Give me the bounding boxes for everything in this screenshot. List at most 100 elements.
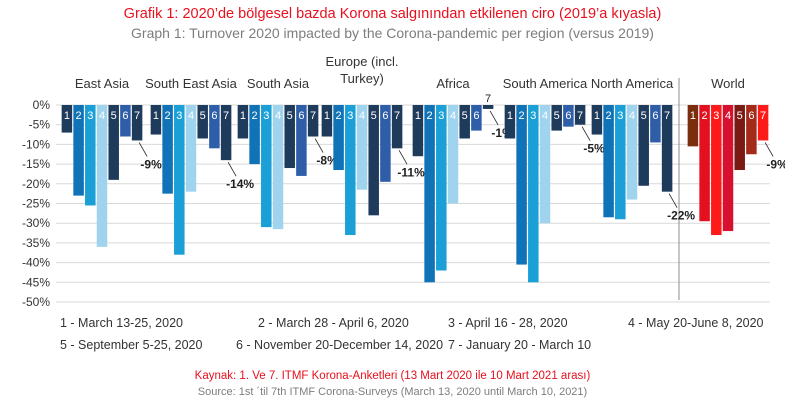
y-tick-label: -40%: [22, 256, 50, 270]
bar: [757, 105, 769, 141]
bar: [197, 105, 208, 139]
bar-number-label: 7: [310, 110, 316, 122]
value-leader-line: [668, 193, 678, 208]
bar-number-label: 1: [594, 110, 600, 122]
bar-number-label: 2: [519, 110, 525, 122]
bar-number-label: 1: [324, 110, 330, 122]
legend-item-2: 2 - March 28 - April 6, 2020: [258, 316, 409, 330]
bar-number-label: 3: [347, 110, 353, 122]
bar: [85, 105, 96, 206]
bar-number-label: 6: [565, 110, 571, 122]
bar-number-label: 7: [223, 110, 229, 122]
bar-number-label: 6: [298, 110, 304, 122]
y-tick-label: -10%: [22, 137, 50, 151]
chart-title-tr: Grafik 1: 2020’de bölgesel bazda Korona …: [123, 6, 662, 22]
y-tick-label: 0%: [33, 98, 51, 112]
bar-number-label: 3: [530, 110, 536, 122]
bar-number-label: 7: [485, 93, 491, 105]
category-label: South Asia: [247, 76, 310, 91]
bar-number-label: 4: [188, 110, 194, 122]
bar-number-label: 1: [153, 110, 159, 122]
bar: [504, 105, 516, 139]
category-label: Europe (incl.: [326, 54, 399, 69]
bar: [424, 105, 435, 283]
bar: [412, 105, 424, 157]
bar: [459, 105, 470, 139]
bar-number-label: 4: [542, 110, 548, 122]
bar: [615, 105, 626, 220]
bar-number-label: 5: [554, 110, 560, 122]
y-tick-label: -25%: [22, 197, 50, 211]
bar: [482, 105, 494, 109]
bar-number-label: 3: [176, 110, 182, 122]
bar: [284, 105, 295, 169]
bar-number-label: 7: [134, 110, 140, 122]
bar-number-label: 3: [438, 110, 444, 122]
value-label: -11%: [397, 165, 425, 179]
bar-number-label: 3: [87, 110, 93, 122]
bar-number-label: 6: [473, 110, 479, 122]
bar: [699, 105, 710, 222]
legend-item-4: 4 - May 20-June 8, 2020: [628, 316, 764, 330]
category-label: East Asia: [75, 76, 130, 91]
bar: [447, 105, 459, 204]
bar: [551, 105, 562, 131]
bar-number-label: 3: [617, 110, 623, 122]
value-leader-line: [489, 110, 499, 126]
bar-number-label: 4: [275, 110, 281, 122]
bar: [626, 105, 638, 200]
bar-number-label: 2: [336, 110, 342, 122]
bar: [746, 105, 757, 155]
bar-number-label: 3: [713, 110, 719, 122]
bar-number-label: 6: [122, 110, 128, 122]
bar: [436, 105, 447, 271]
bar-number-label: 5: [111, 110, 117, 122]
bar-number-label: 4: [629, 110, 635, 122]
bar: [380, 105, 391, 182]
bar-number-label: 4: [450, 110, 456, 122]
value-label: -8%: [316, 154, 338, 168]
value-leader-line: [138, 142, 148, 157]
bar-number-label: 4: [359, 110, 365, 122]
value-label: -5%: [583, 142, 605, 156]
value-leader-line: [398, 150, 408, 165]
bar: [261, 105, 272, 228]
bar: [471, 105, 482, 131]
y-tick-label: -50%: [22, 295, 50, 309]
value-leader-line: [764, 142, 774, 157]
legend-item-5: 5 - September 5-25, 2020: [60, 338, 203, 352]
bar: [108, 105, 119, 180]
bar-number-label: 5: [641, 110, 647, 122]
bar-number-label: 2: [702, 110, 708, 122]
bar-number-label: 1: [240, 110, 246, 122]
bar: [574, 105, 586, 125]
bar: [711, 105, 722, 236]
value-label: -14%: [226, 177, 254, 191]
bar: [591, 105, 603, 135]
bar-number-label: 2: [165, 110, 171, 122]
chart-title-en: Graph 1: Turnover 2020 impacted by the C…: [131, 25, 654, 41]
bar: [96, 105, 108, 247]
bar-number-label: 5: [737, 110, 743, 122]
bar: [73, 105, 84, 196]
category-label: World: [711, 76, 745, 91]
bar-number-label: 5: [200, 110, 206, 122]
bar-number-label: 5: [371, 110, 377, 122]
value-label: -9%: [766, 157, 785, 171]
bar-number-label: 4: [725, 110, 731, 122]
category-label: Turkey): [340, 71, 384, 86]
bar: [61, 105, 73, 133]
bar: [296, 105, 307, 176]
bar: [185, 105, 197, 192]
legend-item-6: 6 - November 20-December 14, 2020: [236, 338, 444, 352]
y-tick-label: -30%: [22, 216, 50, 230]
bar: [539, 105, 551, 224]
bar: [734, 105, 745, 171]
bar: [368, 105, 379, 216]
bar-number-label: 2: [76, 110, 82, 122]
bar-number-label: 6: [652, 110, 658, 122]
bar: [638, 105, 649, 186]
bar: [150, 105, 162, 135]
bar: [722, 105, 734, 232]
category-label: South East Asia: [145, 76, 238, 91]
